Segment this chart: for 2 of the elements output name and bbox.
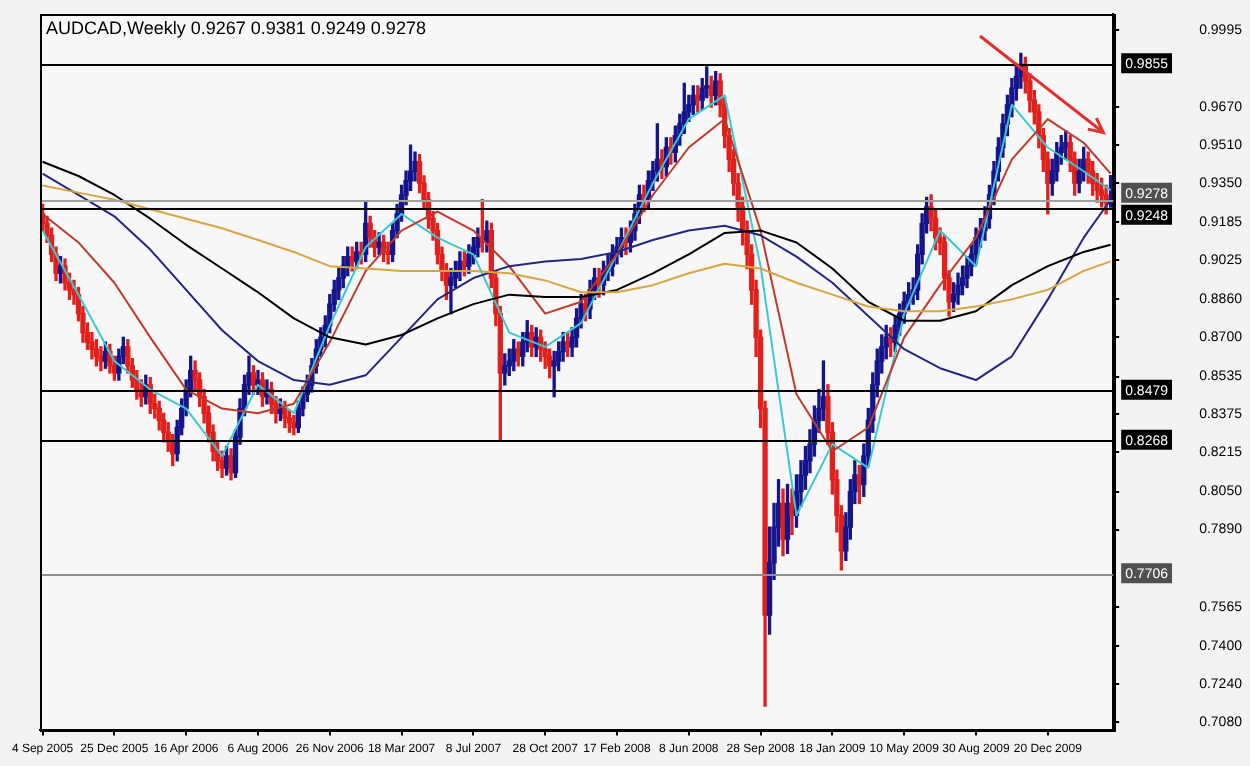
chart-title: AUDCAD,Weekly 0.9267 0.9381 0.9249 0.9278: [46, 18, 426, 39]
candlestick: [98, 346, 104, 372]
